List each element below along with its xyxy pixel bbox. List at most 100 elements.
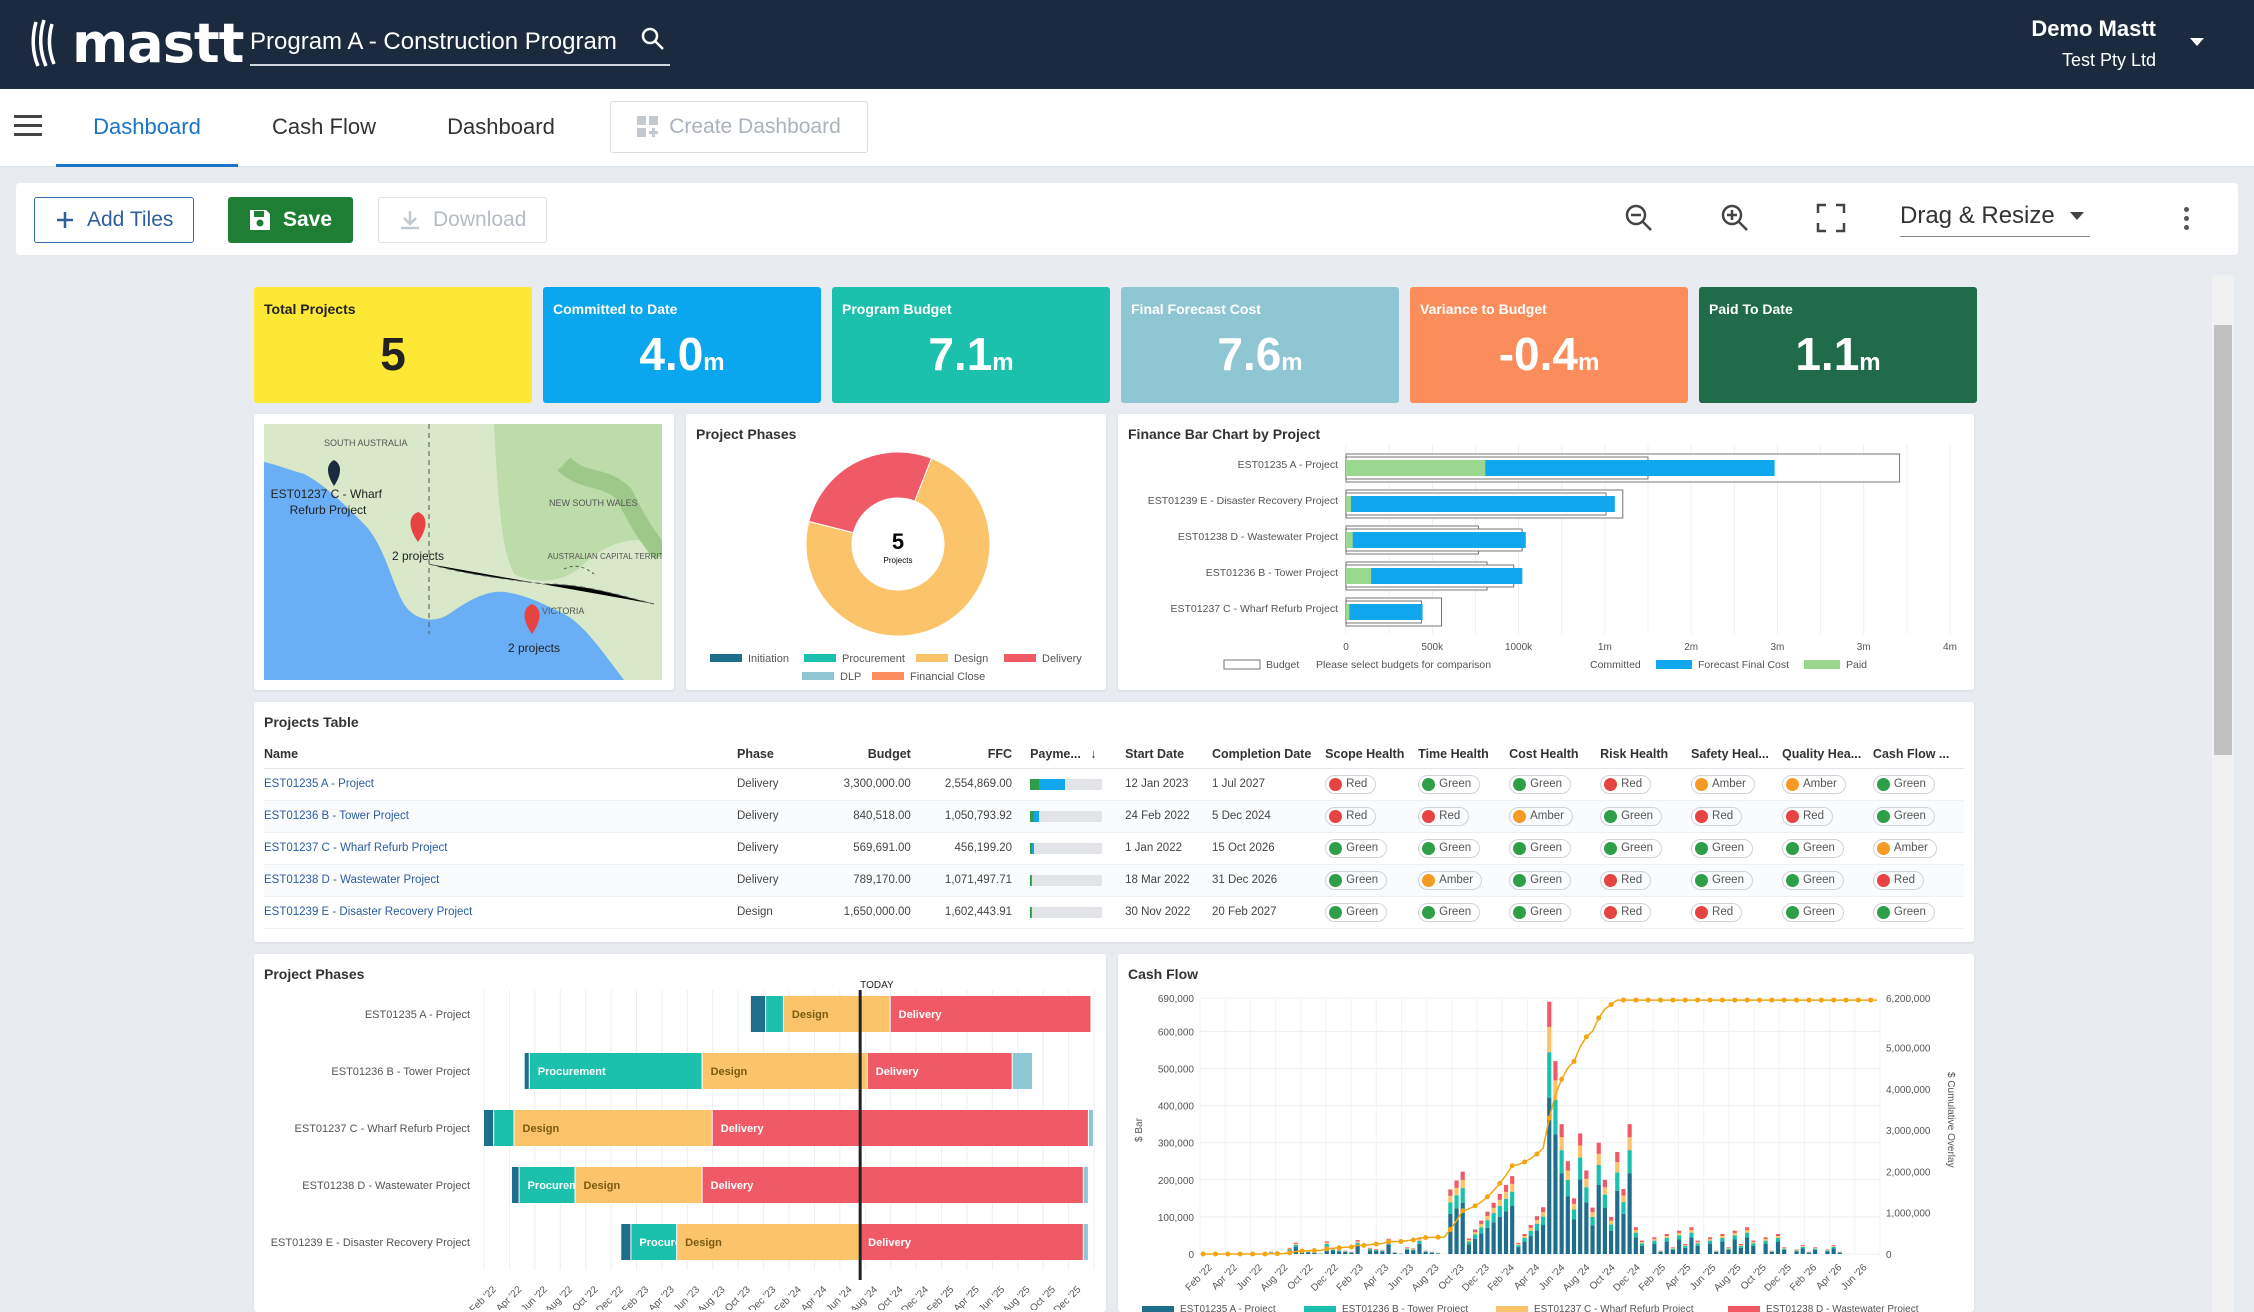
cash-flow-bar-segment[interactable] (1553, 1099, 1558, 1135)
cash-flow-bar-segment[interactable] (1683, 1245, 1688, 1248)
cash-flow-bar-segment[interactable] (1652, 1243, 1657, 1254)
map-pin-cluster-2[interactable]: 2 projects (508, 604, 560, 655)
cash-flow-bar-segment[interactable] (1516, 1243, 1521, 1246)
create-dashboard-button[interactable]: Create Dashboard (610, 101, 868, 153)
kpi-tile-4[interactable]: Variance to Budget -0.4m (1410, 287, 1688, 403)
cash-flow-bar-segment[interactable] (1831, 1246, 1836, 1249)
cumulative-point[interactable] (1311, 1247, 1317, 1253)
ffc-bar[interactable] (1346, 604, 1423, 620)
cash-flow-bar-segment[interactable] (1503, 1184, 1509, 1192)
cash-flow-bar-segment[interactable] (1411, 1248, 1416, 1249)
cash-flow-bar-segment[interactable] (1615, 1151, 1620, 1163)
cash-flow-bar-segment[interactable] (1837, 1252, 1842, 1254)
gantt-phase-bar[interactable] (1083, 1224, 1088, 1260)
cash-flow-bar-segment[interactable] (1621, 1195, 1626, 1203)
gantt-phase-bar[interactable] (766, 996, 783, 1032)
cash-flow-bar-segment[interactable] (1386, 1244, 1391, 1254)
cash-flow-bar-segment[interactable] (1503, 1191, 1509, 1199)
cash-flow-bar-segment[interactable] (1615, 1172, 1620, 1191)
cash-flow-bar-segment[interactable] (1695, 1243, 1700, 1246)
cumulative-point[interactable] (1707, 997, 1713, 1003)
cumulative-point[interactable] (1645, 997, 1651, 1003)
cumulative-point[interactable] (1769, 997, 1775, 1003)
col-name[interactable]: Name (264, 740, 737, 769)
cash-flow-bar-segment[interactable] (1775, 1235, 1781, 1238)
more-options-icon[interactable] (2184, 207, 2189, 234)
cash-flow-bar-segment[interactable] (1664, 1233, 1669, 1236)
cash-flow-bar-segment[interactable] (1324, 1242, 1329, 1244)
cash-flow-bar-segment[interactable] (1763, 1243, 1768, 1254)
project-name-link[interactable]: EST01239 E - Disaster Recovery Project (264, 896, 737, 929)
cash-flow-bar-segment[interactable] (1782, 1249, 1787, 1254)
cumulative-point[interactable] (1756, 997, 1762, 1003)
gantt-phase-bar[interactable] (575, 1167, 702, 1203)
cash-flow-bar-segment[interactable] (1677, 1232, 1682, 1236)
cash-flow-bar-segment[interactable] (1707, 1240, 1713, 1244)
download-button[interactable]: Download (378, 197, 548, 243)
program-selector[interactable]: Program A - Construction Program (250, 20, 670, 66)
cash-flow-bar-segment[interactable] (1813, 1248, 1818, 1250)
col-ffc[interactable]: FFC (910, 740, 1031, 769)
cumulative-point[interactable] (1608, 1002, 1614, 1008)
cash-flow-bar-segment[interactable] (1293, 1242, 1298, 1244)
cash-flow-bar-segment[interactable] (1664, 1235, 1669, 1238)
cash-flow-bar-segment[interactable] (1590, 1207, 1595, 1213)
cash-flow-bar-segment[interactable] (1392, 1252, 1397, 1254)
cash-flow-bar-segment[interactable] (1596, 1142, 1601, 1154)
col-completion-date[interactable]: Completion Date (1211, 740, 1326, 769)
cash-flow-bar-segment[interactable] (1800, 1248, 1805, 1254)
cash-flow-bar-segment[interactable] (1330, 1249, 1335, 1251)
cash-flow-bar-segment[interactable] (1405, 1248, 1410, 1250)
cash-flow-bar-segment[interactable] (1751, 1243, 1756, 1246)
cash-flow-bar-segment[interactable] (1565, 1170, 1570, 1180)
cash-flow-bar-segment[interactable] (1677, 1230, 1682, 1233)
cumulative-point[interactable] (1744, 997, 1750, 1003)
table-row[interactable]: EST01235 A - Project Delivery 3,300,000.00… (264, 768, 1964, 801)
cash-flow-bar-segment[interactable] (1565, 1161, 1570, 1171)
kpi-tile-3[interactable]: Final Forecast Cost 7.6m (1121, 287, 1399, 403)
cash-flow-bar-segment[interactable] (1584, 1187, 1589, 1203)
cash-flow-bar-segment[interactable] (1417, 1239, 1422, 1241)
cash-flow-bar-segment[interactable] (1448, 1213, 1453, 1254)
cash-flow-bar-segment[interactable] (1763, 1240, 1768, 1244)
cash-flow-bar-segment[interactable] (1510, 1205, 1515, 1254)
gantt-phase-bar[interactable] (860, 1224, 1083, 1260)
cash-flow-bar-segment[interactable] (1374, 1248, 1379, 1250)
cash-flow-bar-segment[interactable] (1621, 1202, 1626, 1214)
cash-flow-bar-segment[interactable] (1813, 1247, 1818, 1249)
cash-flow-bar-segment[interactable] (1479, 1233, 1484, 1254)
cash-flow-bar-segment[interactable] (1602, 1207, 1607, 1254)
col-time-health[interactable]: Time Health (1418, 740, 1510, 769)
cash-flow-bar-segment[interactable] (1720, 1235, 1725, 1238)
cash-flow-bar-segment[interactable] (1615, 1162, 1620, 1173)
cash-flow-bar-segment[interactable] (1312, 1252, 1317, 1254)
cash-flow-bar-segment[interactable] (1497, 1205, 1502, 1217)
cash-flow-bar-segment[interactable] (1590, 1225, 1595, 1254)
cash-flow-bar-segment[interactable] (1714, 1251, 1719, 1254)
cash-flow-bar-segment[interactable] (1813, 1249, 1818, 1254)
cash-flow-bar-segment[interactable] (1695, 1245, 1700, 1254)
cash-flow-bar-segment[interactable] (1683, 1244, 1688, 1246)
projects-table-tile[interactable]: Projects Table Name Phase Budget FFC Pay… (254, 702, 1974, 942)
cash-flow-bar-segment[interactable] (1639, 1243, 1645, 1246)
cash-flow-bar-segment[interactable] (1374, 1249, 1379, 1250)
col-phase[interactable]: Phase (737, 740, 839, 769)
cash-flow-bar-segment[interactable] (1522, 1235, 1527, 1238)
cumulative-point[interactable] (1484, 1194, 1490, 1200)
project-name-link[interactable]: EST01238 D - Wastewater Project (264, 864, 737, 897)
hamburger-menu-icon[interactable] (14, 115, 42, 142)
col-budget[interactable]: Budget (838, 740, 911, 769)
vertical-scrollbar[interactable] (2212, 275, 2234, 1312)
kpi-tile-1[interactable]: Committed to Date 4.0m (543, 287, 821, 403)
cash-flow-bar-segment[interactable] (1454, 1208, 1459, 1254)
cash-flow-bar-segment[interactable] (1565, 1179, 1570, 1197)
cumulative-point[interactable] (1781, 997, 1787, 1003)
cumulative-point[interactable] (1348, 1244, 1354, 1250)
project-name-link[interactable]: EST01237 C - Wharf Refurb Project (264, 832, 737, 865)
cash-flow-bar-segment[interactable] (1695, 1241, 1700, 1244)
cash-flow-bar-segment[interactable] (1775, 1241, 1781, 1254)
cumulative-point[interactable] (1262, 1251, 1268, 1257)
cash-flow-bar-segment[interactable] (1677, 1239, 1682, 1254)
cash-flow-bar-segment[interactable] (1831, 1248, 1836, 1254)
cumulative-point[interactable] (1806, 997, 1812, 1003)
